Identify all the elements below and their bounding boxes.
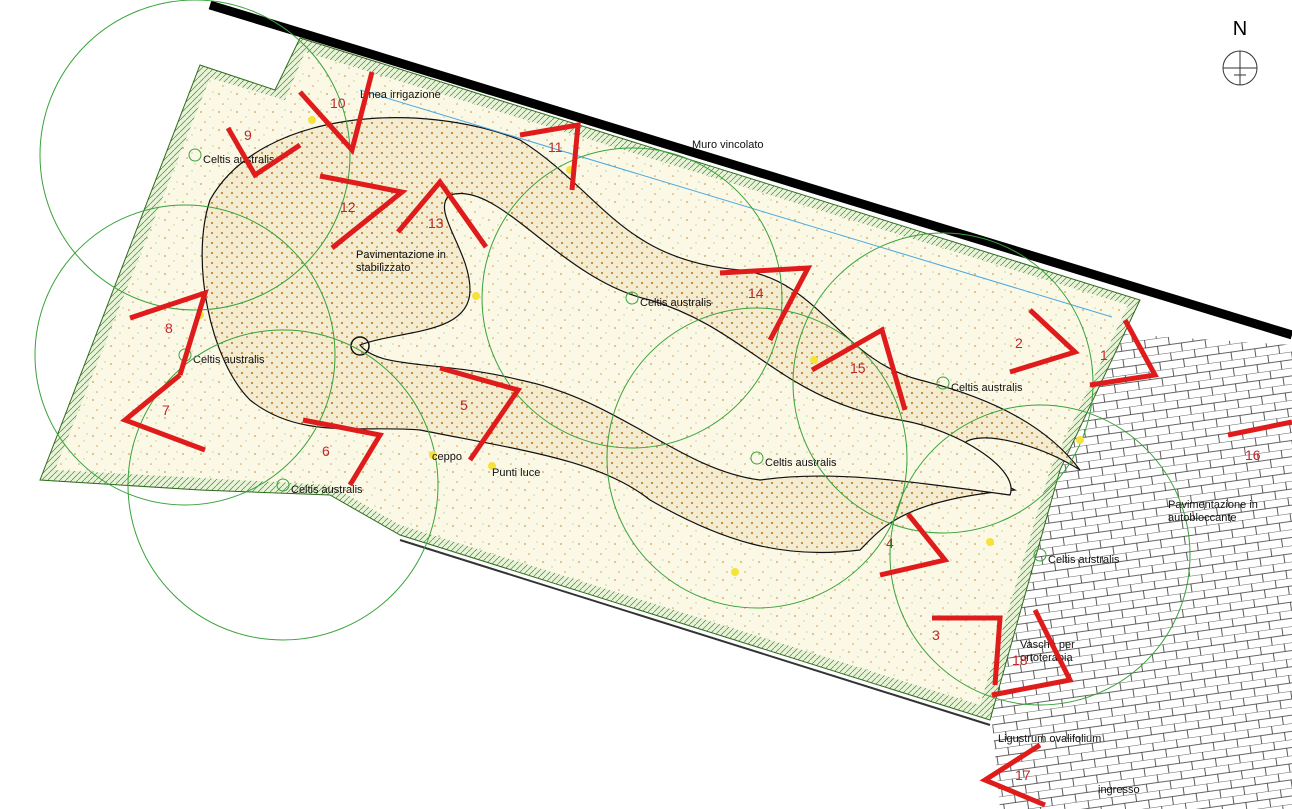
label: Punti luce [492, 467, 540, 479]
viewpoint-number: 10 [330, 95, 346, 111]
site-plan: N Celtis australis Celtis australis Celtis… [0, 0, 1292, 809]
compass [1223, 51, 1257, 85]
viewpoint-number: 18 [1012, 652, 1028, 668]
viewpoint-number: 17 [1015, 767, 1031, 783]
light-point [731, 568, 739, 576]
label: ingresso [1098, 784, 1140, 796]
viewpoint-number: 1 [1100, 347, 1108, 363]
viewpoint-number: 2 [1015, 335, 1023, 351]
label: Muro vincolato [692, 139, 764, 151]
light-point [308, 116, 316, 124]
light-point [810, 356, 818, 364]
tree-label: Celtis australis [203, 154, 275, 166]
viewpoint-number: 16 [1245, 447, 1261, 463]
tree-label: Celtis australis [951, 382, 1023, 394]
tree-label: Celtis australis [640, 297, 712, 309]
viewpoint-number: 3 [932, 627, 940, 643]
tree-label: Celtis australis [1048, 554, 1120, 566]
viewpoint-number: 5 [460, 397, 468, 413]
compass-letter: N [1233, 18, 1247, 40]
viewpoint-number: 15 [850, 360, 866, 376]
viewpoint-number: 9 [244, 127, 252, 143]
label: Ligustrum ovalifolium [998, 733, 1101, 745]
viewpoint-number: 6 [322, 443, 330, 459]
light-point [472, 292, 480, 300]
light-point [1076, 436, 1084, 444]
viewpoint-number: 12 [340, 199, 356, 215]
tree-label: Celtis australis [193, 354, 265, 366]
light-point [986, 538, 994, 546]
viewpoint-number: 14 [748, 285, 764, 301]
label: Linea irrigazione [360, 89, 441, 101]
viewpoint-number: 13 [428, 215, 444, 231]
viewpoint-number: 7 [162, 402, 170, 418]
label: ceppo [432, 451, 462, 463]
viewpoint-number: 11 [548, 139, 563, 155]
viewpoint-number: 4 [886, 535, 894, 551]
tree-label: Celtis australis [765, 457, 837, 469]
viewpoint-number: 8 [165, 320, 173, 336]
